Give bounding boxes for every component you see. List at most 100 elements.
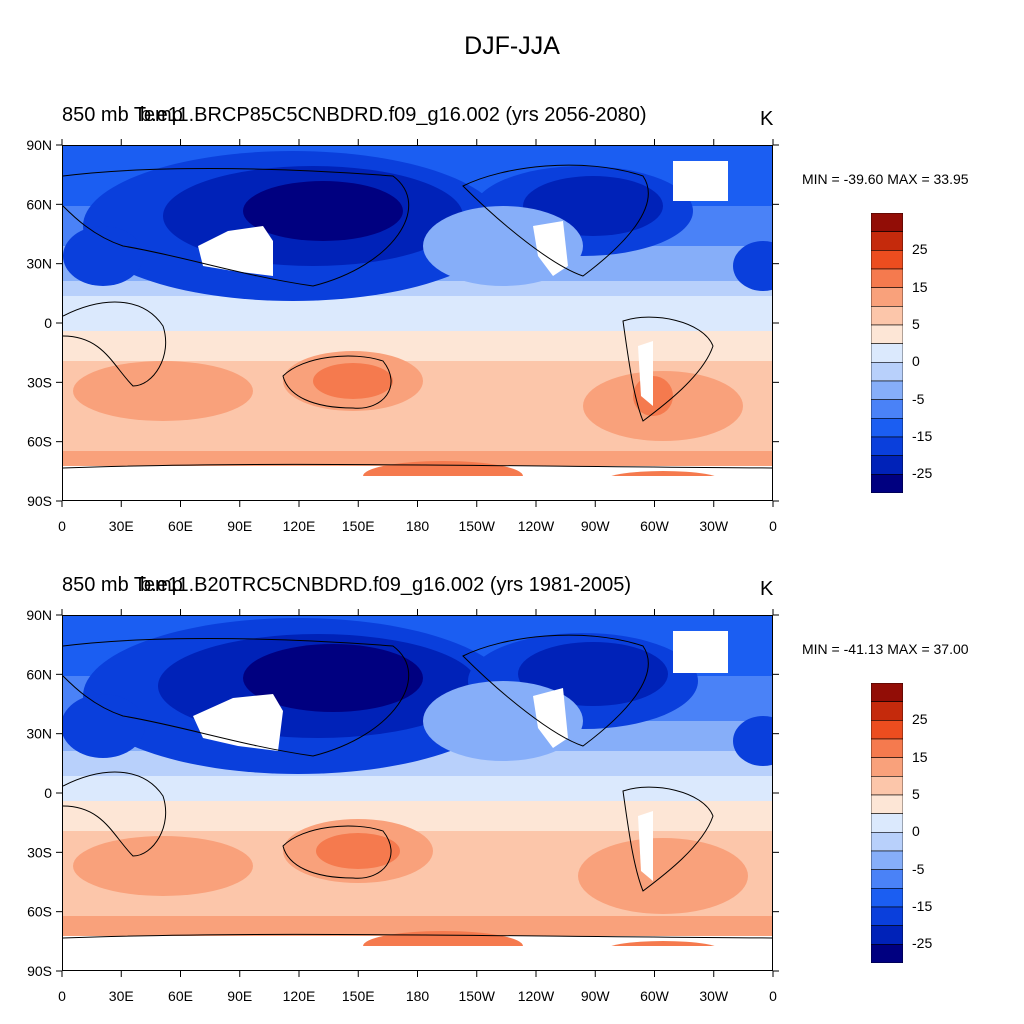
colorbar-swatch [871,944,903,963]
colorbar-swatch [871,832,903,852]
lat-tick-label: 30S [27,844,52,860]
panel-2-title-variable: 850 mb Temp [62,574,183,596]
panel-2-map [62,615,773,971]
colorbar-swatch [871,776,903,796]
colorbar-swatch [871,231,903,251]
panel-2-max: MAX = 37.00 [887,641,969,657]
colorbar-label: -5 [912,860,925,877]
colorbar-swatch [871,474,903,493]
lat-tick-label: 60S [27,904,52,920]
lon-tick-label: 120W [518,988,555,1004]
colorbar-label: 0 [912,823,920,840]
colorbar-swatch [871,399,903,419]
lon-tick-label: 180 [406,988,430,1004]
lat-tick-label: 60N [26,666,52,682]
colorbar-swatch [871,906,903,926]
lon-tick-label: 90E [227,518,252,534]
lon-tick-label: 90W [581,988,611,1004]
lat-tick-label: 30N [26,726,52,742]
lon-tick-label: 150W [458,988,495,1004]
panel-1-max: MAX = 33.95 [887,171,969,187]
colorbar-swatch [871,250,903,270]
colorbar-swatch [871,850,903,870]
colorbar-swatch [871,888,903,908]
colorbar-swatch [871,380,903,400]
lat-tick-label: 90S [27,493,52,509]
colorbar-label: -15 [912,428,933,444]
lon-tick-label: 180 [406,518,430,534]
lon-tick-label: 0 [769,988,777,1004]
lon-tick-label: 30E [109,518,134,534]
lat-tick-label: 30N [26,256,52,272]
colorbar-swatch [871,869,903,889]
colorbar-label: 0 [912,353,920,370]
colorbar-swatch [871,757,903,777]
lat-tick-label: 90S [27,963,52,979]
colorbar-label: 25 [912,711,928,728]
colorbar-swatch [871,324,903,344]
panel-2-map-svg [63,616,772,970]
colorbar-swatch [871,738,903,758]
colorbar-label: 5 [912,786,920,802]
lon-tick-label: 30W [699,988,729,1004]
colorbar-swatch [871,418,903,438]
lon-tick-label: 60W [640,988,670,1004]
lat-tick-label: 30S [27,374,52,390]
colorbar-swatch [871,436,903,456]
lon-tick-label: 90W [581,518,611,534]
colorbar-swatch [871,720,903,740]
colorbar-label: -25 [912,465,933,482]
colorbar-label: 15 [912,278,928,295]
colorbar-swatch [871,813,903,833]
lon-tick-label: 120W [518,518,555,534]
colorbar-swatch [871,701,903,721]
lon-tick-label: 90E [227,988,252,1004]
colorbar-swatch [871,213,903,232]
panel-1-colorbar [871,213,903,493]
panel-1-minmax: MIN = -39.60 MAX = 33.95 [802,171,969,187]
colorbar-label: 15 [912,748,928,765]
figure-title: DJF-JJA [464,32,560,60]
lon-tick-label: 60E [168,988,193,1004]
lon-tick-label: 120E [283,988,316,1004]
colorbar-swatch [871,306,903,326]
lon-tick-label: 30E [109,988,134,1004]
lon-tick-label: 60E [168,518,193,534]
lon-tick-label: 0 [769,518,777,534]
colorbar-swatch [871,794,903,814]
panel-1-units: K [760,108,774,130]
panel-1-min: MIN = -39.60 [802,171,884,187]
panel-2-colorbar [871,683,903,963]
lon-tick-label: 150E [342,518,375,534]
colorbar-swatch [871,268,903,288]
colorbar-label: -15 [912,898,933,914]
lon-tick-label: 60W [640,518,670,534]
lat-tick-label: 60N [26,196,52,212]
lat-tick-label: 0 [44,785,52,801]
panel-1-title-case: b.e11.BRCP85C5CNBDRD.f09_g16.002 (yrs 20… [140,104,647,126]
lon-tick-label: 0 [58,988,66,1004]
lat-tick-label: 90N [26,607,52,623]
panel-1-title-variable: 850 mb Temp [62,104,183,126]
colorbar-label: -5 [912,390,925,407]
colorbar-label: 25 [912,241,928,258]
lat-tick-label: 90N [26,137,52,153]
colorbar-label: 5 [912,316,920,332]
colorbar-swatch [871,287,903,307]
lat-tick-label: 0 [44,315,52,331]
panel-1-map [62,145,773,501]
panel-2-minmax: MIN = -41.13 MAX = 37.00 [802,641,969,657]
colorbar-swatch [871,925,903,945]
colorbar-swatch [871,455,903,475]
panel-2-title-case: b.e11.B20TRC5CNBDRD.f09_g16.002 (yrs 198… [140,574,632,596]
lon-tick-label: 120E [283,518,316,534]
colorbar-swatch [871,343,903,363]
lon-tick-label: 30W [699,518,729,534]
lat-tick-label: 60S [27,434,52,450]
colorbar-swatch [871,362,903,382]
lon-tick-label: 0 [58,518,66,534]
panel-1-map-svg [63,146,772,500]
panel-2-min: MIN = -41.13 [802,641,884,657]
panel-2-units: K [760,578,774,600]
lon-tick-label: 150W [458,518,495,534]
